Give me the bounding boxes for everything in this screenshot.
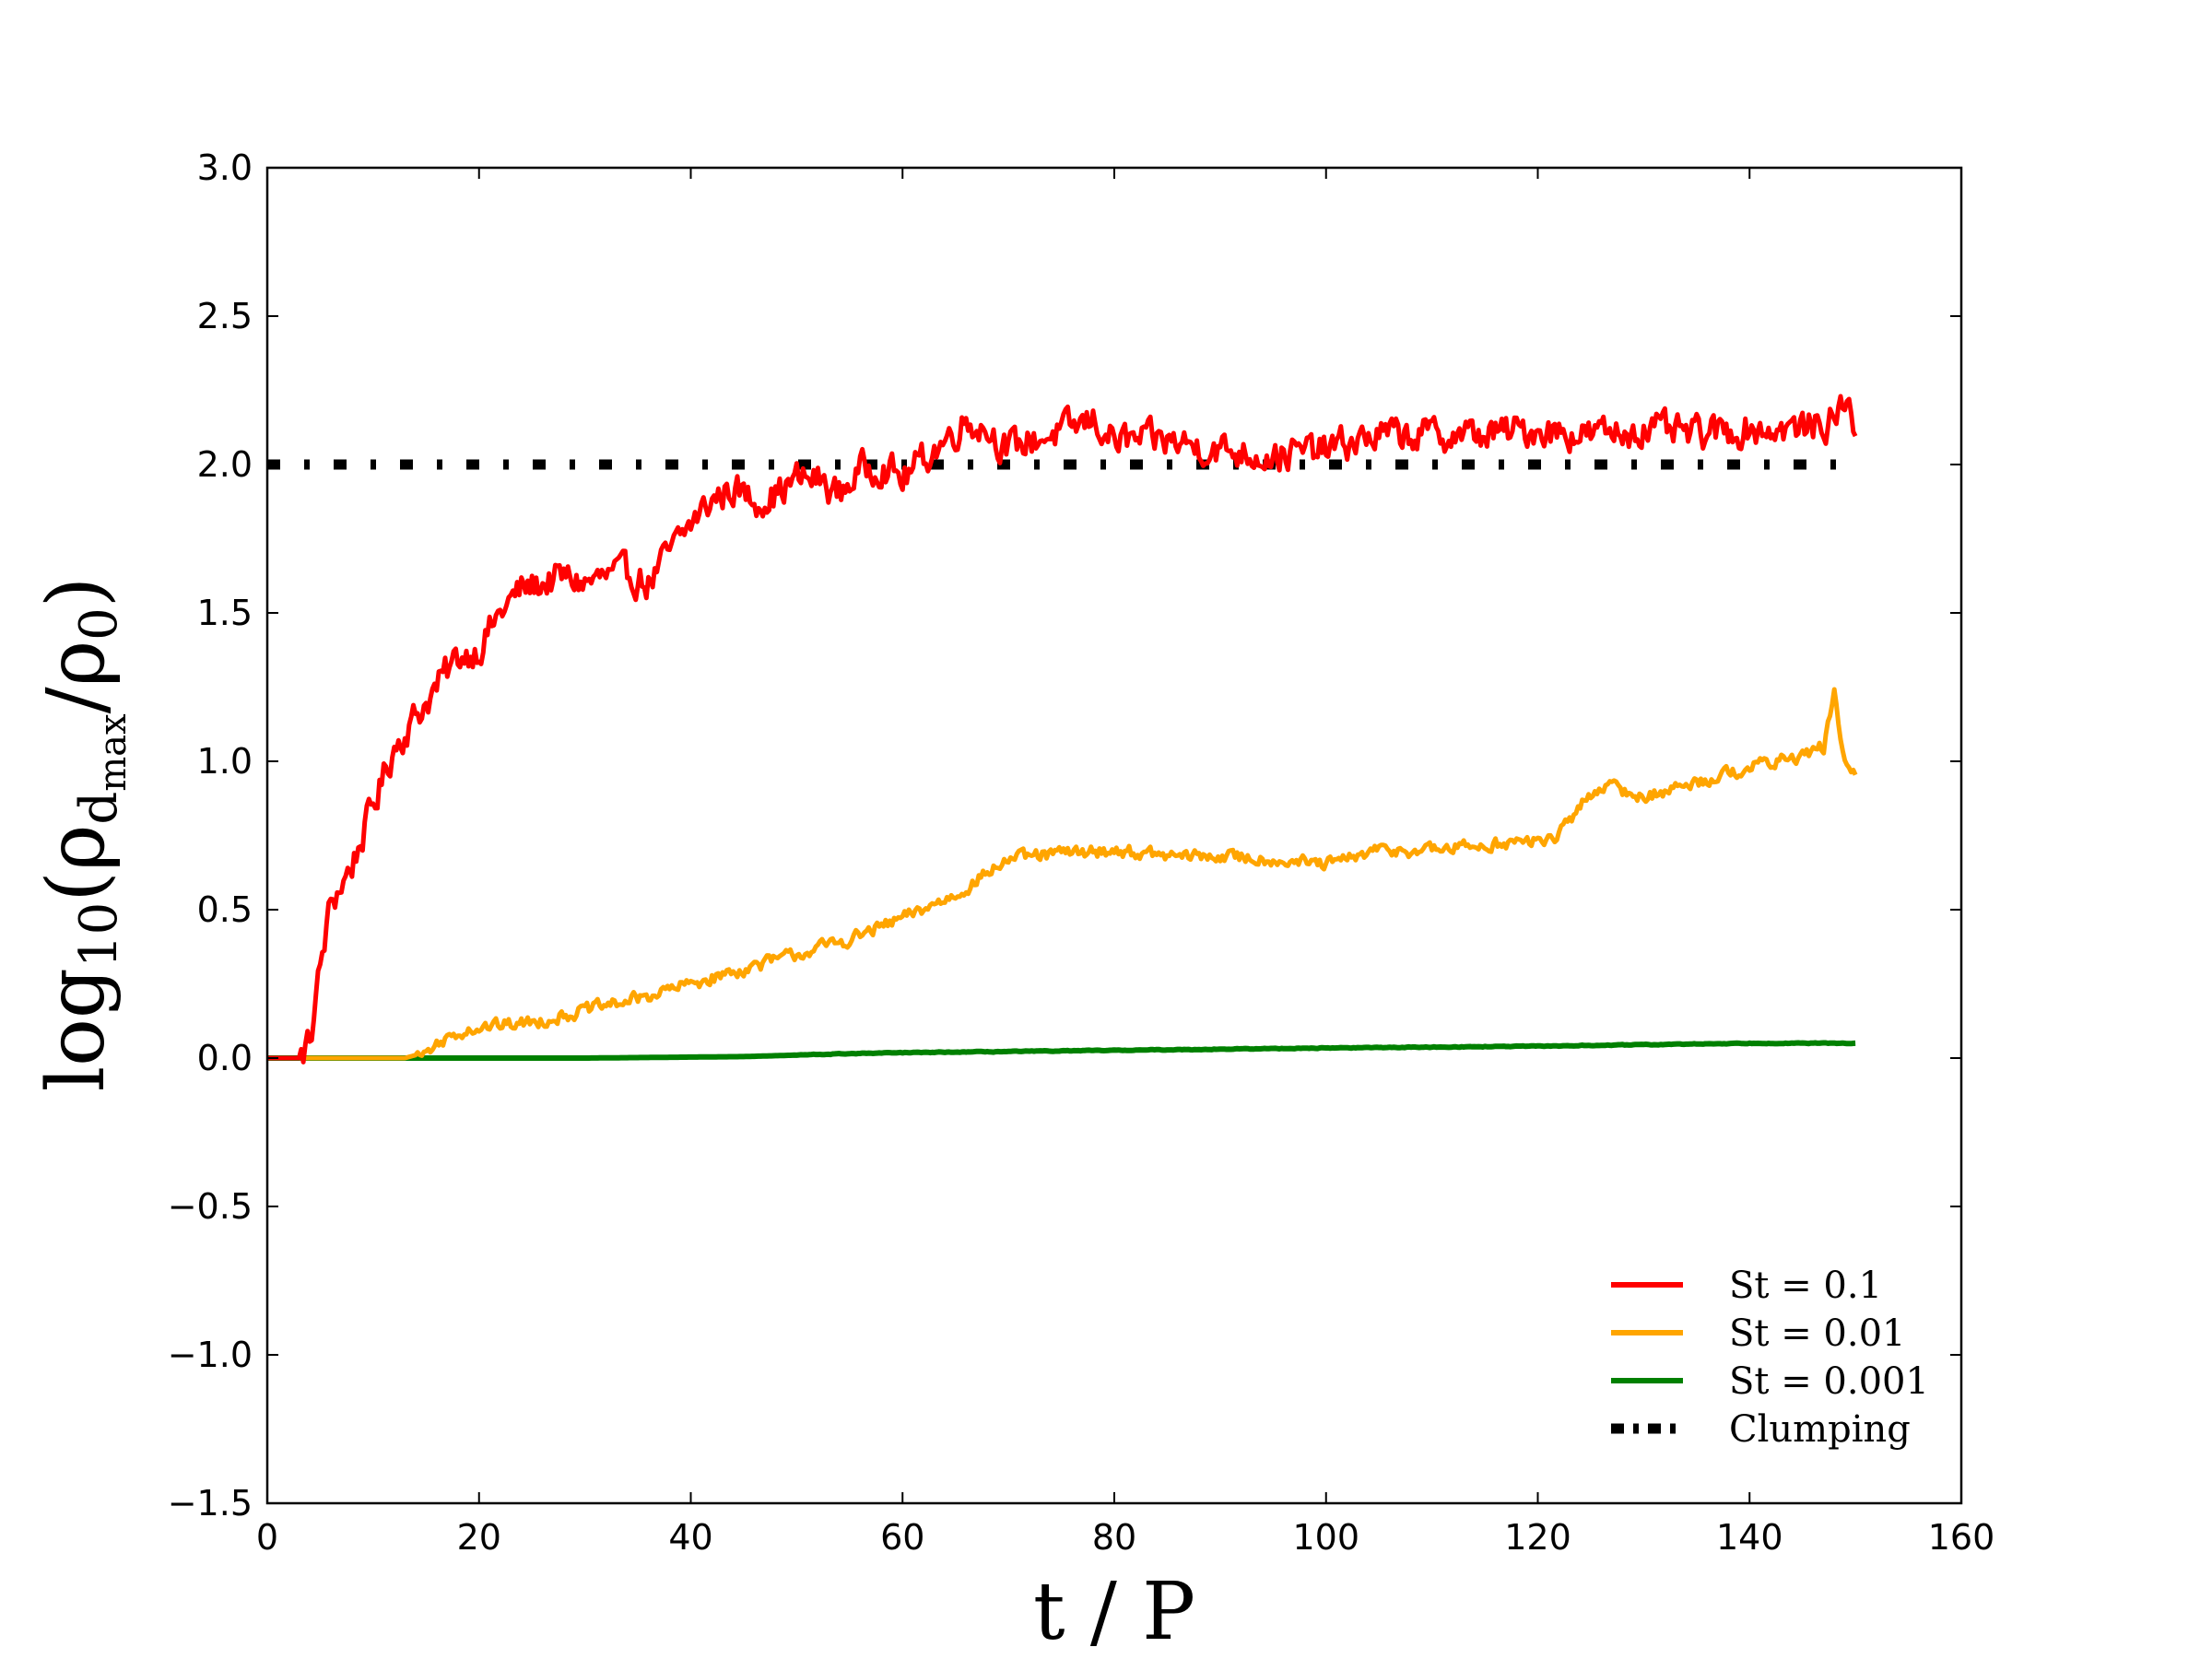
y-tick-label: 0.0 — [197, 1038, 253, 1078]
series-st-0.1-line — [266, 394, 1858, 1065]
ylabel-sub-max: max — [92, 713, 135, 792]
y-tick-label: −0.5 — [168, 1186, 253, 1227]
y-tick-label: 3.0 — [197, 147, 253, 188]
legend-label-st-0.1: St = 0.1 — [1729, 1265, 1882, 1307]
series-layer — [266, 394, 1858, 1065]
tick-labels-layer: 0 20 40 60 80 100 120 140 160 −1.5 −1.0 −0.5 0.0 0.5 1… — [168, 147, 1995, 1558]
y-tick-label: 1.0 — [197, 741, 253, 782]
ylabel-sub-d: d — [69, 792, 129, 825]
ylabel-slash: /ρ — [30, 641, 123, 714]
ticks-layer — [266, 167, 1962, 1504]
ylabel-close: ) — [30, 577, 123, 608]
ylabel-prefix: log — [30, 968, 123, 1091]
series-st-0.01-line — [266, 687, 1858, 1061]
ylabel-open: (ρ — [30, 825, 123, 902]
x-tick-label: 0 — [256, 1517, 278, 1558]
y-tick-label: 0.5 — [197, 889, 253, 930]
y-tick-label: 2.0 — [197, 444, 253, 485]
x-tick-label: 120 — [1504, 1517, 1571, 1558]
x-tick-label: 140 — [1716, 1517, 1783, 1558]
legend-label-st-0.001: St = 0.001 — [1729, 1360, 1929, 1403]
x-axis-title: t / P — [1033, 1566, 1195, 1658]
y-tick-label: −1.0 — [168, 1335, 253, 1375]
y-tick-label: 2.5 — [197, 296, 253, 336]
x-tick-label: 20 — [457, 1517, 501, 1558]
ylabel-log-base: 10 — [69, 902, 129, 968]
legend-label-clumping: Clumping — [1729, 1408, 1911, 1451]
legend-label-st-0.01: St = 0.01 — [1729, 1312, 1905, 1355]
series-st-0.001-line — [266, 1040, 1856, 1061]
x-tick-label: 40 — [668, 1517, 712, 1558]
x-tick-label: 60 — [880, 1517, 924, 1558]
x-tick-label: 80 — [1092, 1517, 1136, 1558]
svg-text:log10(ρdmax/ρ0): log10(ρdmax/ρ0) — [30, 577, 135, 1092]
x-tick-label: 100 — [1292, 1517, 1359, 1558]
y-axis-title: log10(ρdmax/ρ0) — [30, 577, 135, 1092]
legend: St = 0.1 St = 0.01 St = 0.001 Clumping — [1611, 1265, 1929, 1451]
ylabel-sub-0: 0 — [69, 607, 129, 641]
y-tick-label: 1.5 — [197, 593, 253, 633]
x-tick-label: 160 — [1928, 1517, 1995, 1558]
y-tick-label: −1.5 — [168, 1483, 253, 1524]
